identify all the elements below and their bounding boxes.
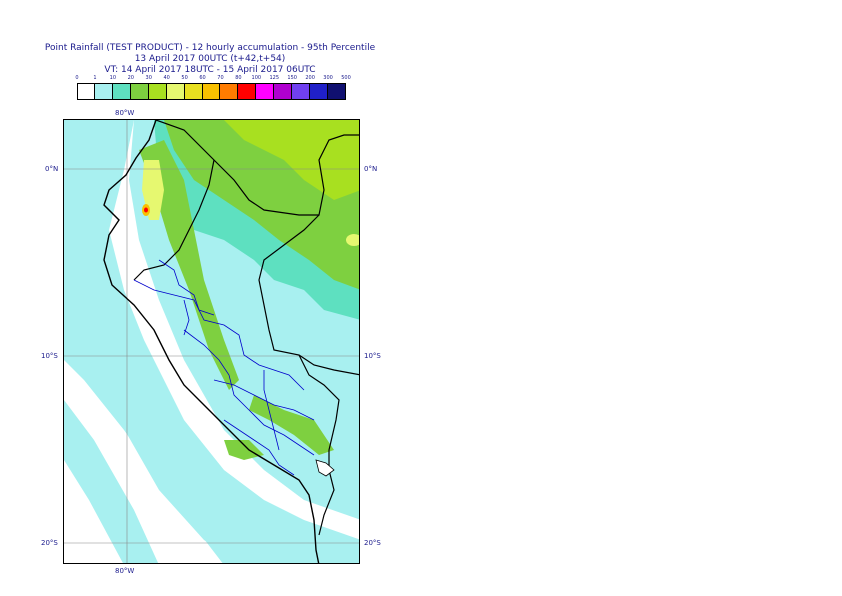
southern-green-patch bbox=[224, 440, 264, 460]
andes-green-band bbox=[139, 140, 239, 390]
admin-boundary-3 bbox=[183, 329, 315, 456]
legend-swatch bbox=[238, 84, 257, 100]
legend-swatch bbox=[77, 84, 95, 100]
lat-label-right-0n: 0°N bbox=[364, 165, 378, 173]
red-core bbox=[144, 207, 148, 213]
border-brazil-bolivia bbox=[298, 354, 359, 376]
lon-label-top: 80°W bbox=[115, 109, 135, 117]
legend-tick-label: 10 bbox=[109, 75, 117, 81]
legend-tick-label: 1 bbox=[93, 75, 97, 81]
lat-label-right-10s: 10°S bbox=[364, 352, 381, 360]
legend-swatch bbox=[292, 84, 311, 100]
title-line-3: VT: 14 April 2017 18UTC - 15 April 2017 … bbox=[104, 65, 316, 75]
legend-tick-label: 20 bbox=[127, 75, 134, 81]
coastline bbox=[103, 120, 320, 563]
rainfall-map bbox=[63, 119, 360, 564]
legend-tick-label: 200 bbox=[305, 75, 315, 81]
admin-boundary-2 bbox=[158, 259, 215, 316]
coastal-light-rain bbox=[64, 120, 359, 563]
legend-swatch bbox=[148, 84, 167, 100]
legend-tick-label: 150 bbox=[287, 75, 297, 81]
legend-swatch bbox=[220, 84, 239, 100]
legend-tick-label: 500 bbox=[341, 75, 351, 81]
lon-label-bottom: 80°W bbox=[115, 567, 135, 575]
admin-boundary-4 bbox=[213, 379, 315, 421]
legend-tick-label: 0 bbox=[75, 75, 79, 81]
legend-swatch bbox=[274, 84, 293, 100]
southern-andes-green bbox=[249, 395, 334, 455]
lat-label-left-20s: 20°S bbox=[41, 539, 58, 547]
lat-label-left-10s: 10°S bbox=[41, 352, 58, 360]
legend-swatch bbox=[256, 84, 275, 100]
color-legend: 0 1 10 20 30 40 50 60 70 80 100 125 150 200 300 500 bbox=[0, 0, 842, 110]
title-line-1: Point Rainfall (TEST PRODUCT) - 12 hourl… bbox=[44, 43, 376, 53]
lat-label-right-20s: 20°S bbox=[364, 539, 381, 547]
legend-tick-label: 70 bbox=[217, 75, 224, 81]
admin-boundary-1 bbox=[133, 279, 305, 391]
admin-boundary-5 bbox=[223, 419, 295, 476]
legend-tick-label: 30 bbox=[145, 75, 152, 81]
legend-tick-label: 60 bbox=[199, 75, 206, 81]
legend-tick-label: 40 bbox=[163, 75, 170, 81]
border-ecuador-peru bbox=[133, 159, 215, 281]
legend-swatch bbox=[94, 84, 113, 100]
legend-swatch bbox=[130, 84, 149, 100]
lat-label-left-0n: 0°N bbox=[45, 165, 59, 173]
map-canvas bbox=[64, 120, 359, 563]
legend-swatch bbox=[184, 84, 203, 100]
legend-swatch bbox=[112, 84, 131, 100]
ocean-streak-2 bbox=[64, 400, 159, 563]
legend-swatch bbox=[310, 84, 329, 100]
title-line-2: 13 April 2017 00UTC (t+42,t+54) bbox=[134, 54, 286, 64]
legend-tick-label: 300 bbox=[323, 75, 333, 81]
admin-boundary-6 bbox=[263, 370, 280, 451]
legend-tick-label: 125 bbox=[269, 75, 280, 81]
legend-tick-label: 50 bbox=[181, 75, 188, 81]
admin-boundary-7 bbox=[183, 299, 190, 336]
ocean-streak-1 bbox=[64, 290, 263, 563]
legend-tick-label: 100 bbox=[251, 75, 262, 81]
legend-swatch bbox=[202, 84, 221, 100]
legend-frame bbox=[77, 83, 346, 100]
legend-tick-label: 80 bbox=[235, 75, 242, 81]
legend-swatch bbox=[166, 84, 185, 100]
lake-titicaca bbox=[315, 459, 335, 477]
amazon-lime-rain bbox=[224, 120, 359, 200]
east-yellow-patch bbox=[346, 234, 359, 246]
